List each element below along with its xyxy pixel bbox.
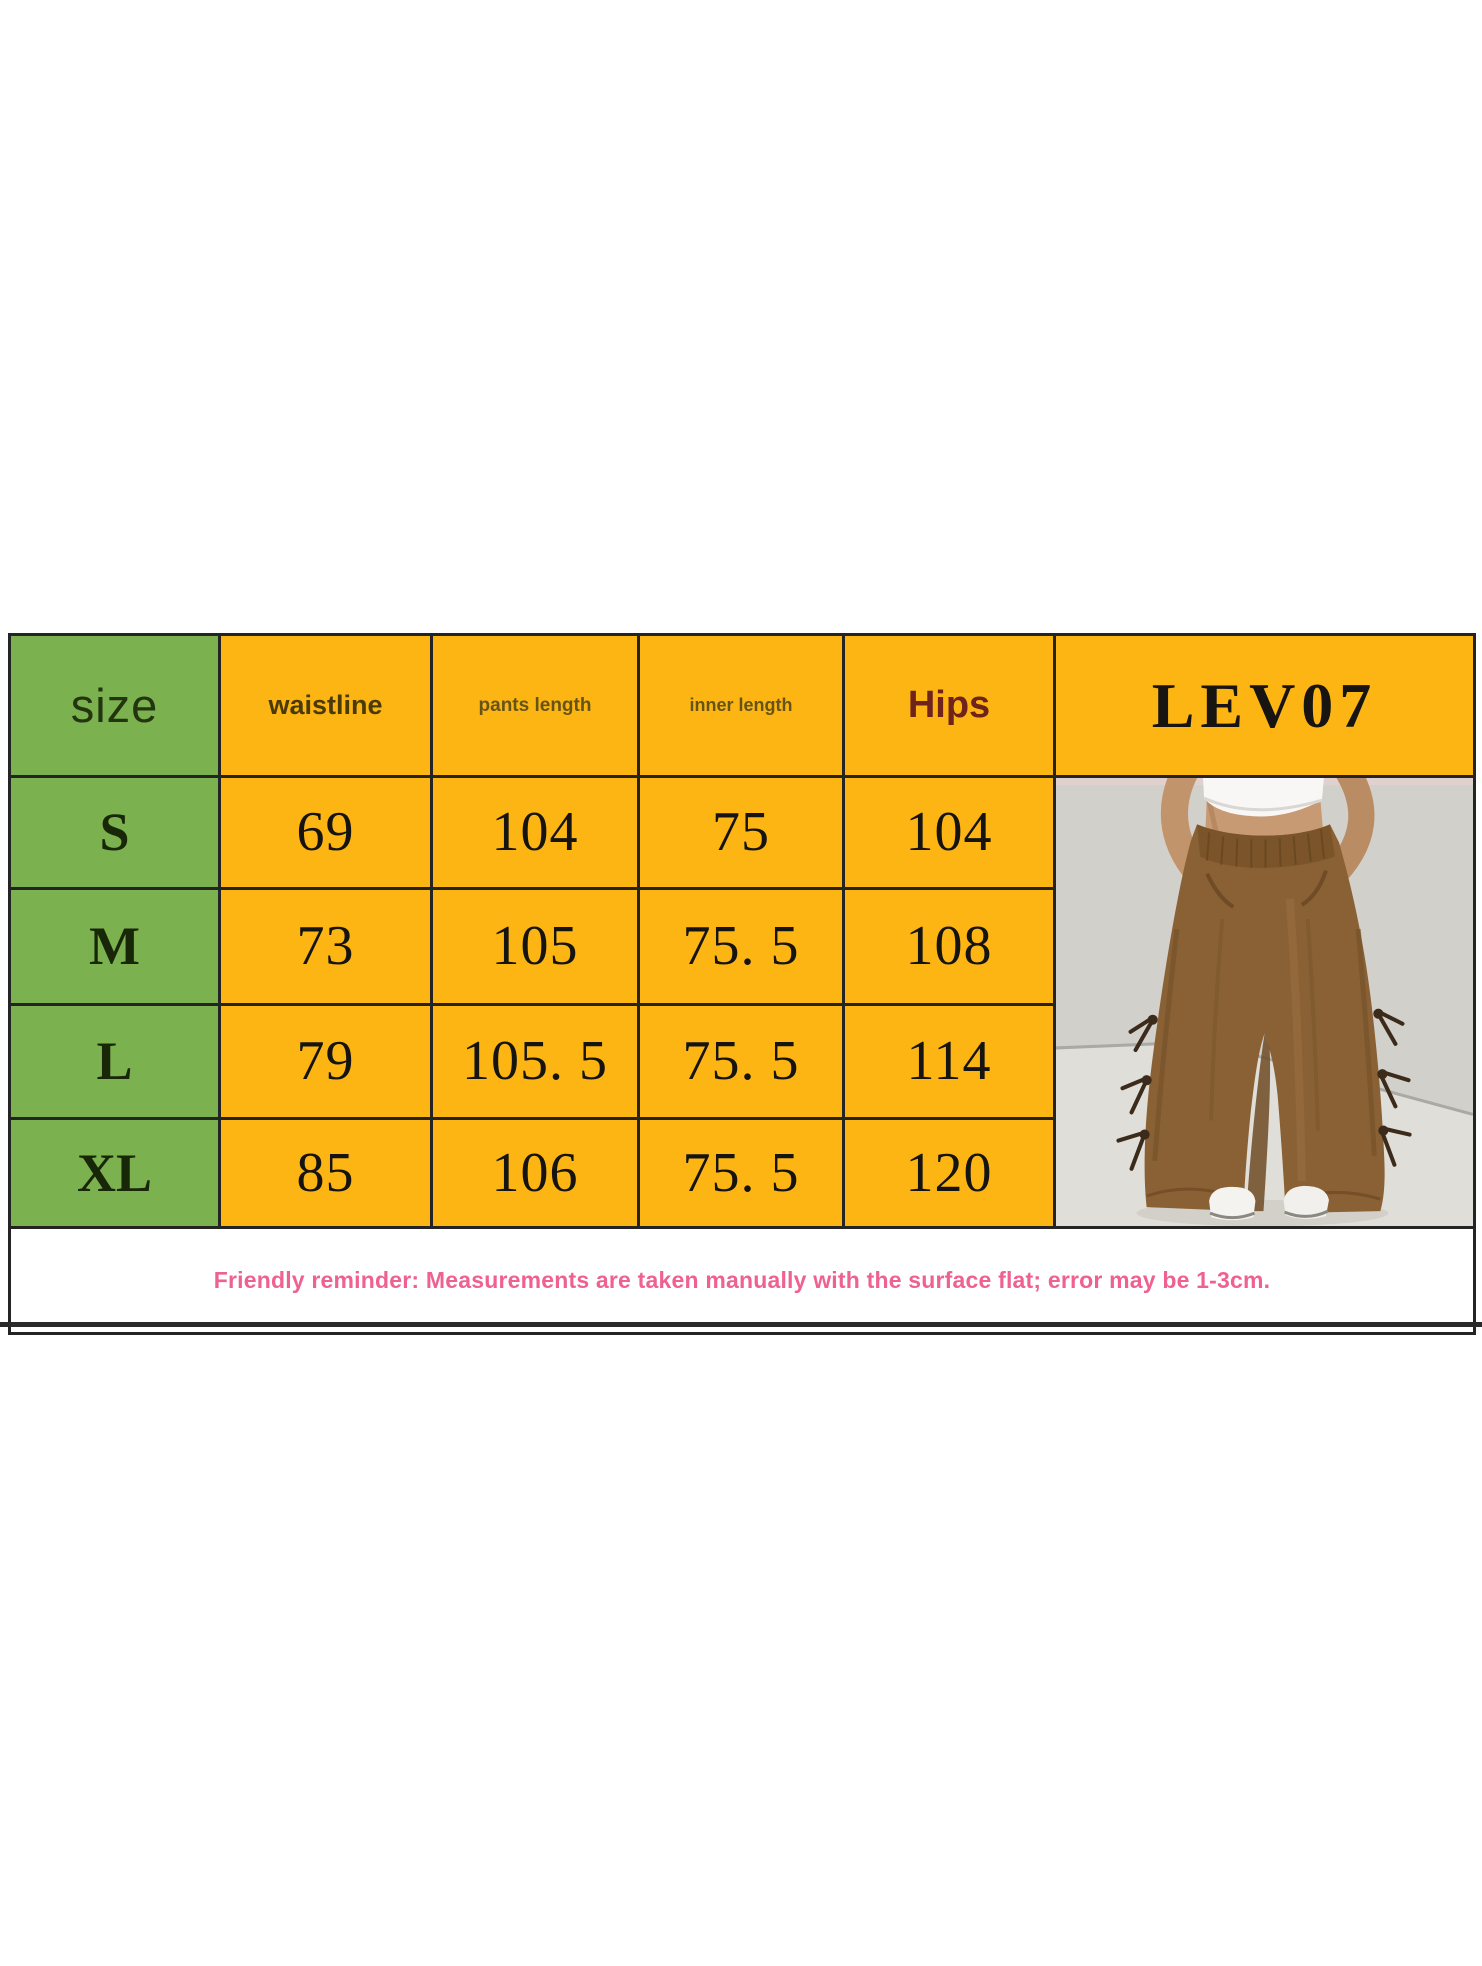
header-cell-waistline: waistline [218, 633, 433, 778]
cell-size-l: L [8, 1003, 221, 1120]
header-cell-size: size [8, 633, 221, 778]
table-row: S 69 104 75 104 [8, 774, 1476, 1230]
bottom-divider-line [0, 1322, 1482, 1327]
cell-m-hips: 108 [842, 886, 1056, 1007]
header-row: size waistline pants length inner length… [8, 633, 1476, 778]
table-row: L 79 105. 5 75. 5 114 [8, 1003, 1475, 1120]
cell-xl-inner-length: 75. 5 [637, 1116, 845, 1230]
cell-l-hips: 114 [842, 1003, 1056, 1120]
table-row: M 73 105 75. 5 108 [8, 886, 1475, 1007]
cell-l-waistline: 79 [218, 1003, 433, 1120]
cell-s-hips: 104 [842, 775, 1056, 890]
cell-l-pants-length: 105. 5 [430, 1003, 640, 1120]
size-chart-table: size waistline pants length inner length… [8, 633, 1476, 1336]
header-cell-pants-length: pants length [430, 633, 640, 778]
cell-m-inner-length: 75. 5 [637, 886, 845, 1007]
cell-l-inner-length: 75. 5 [637, 1003, 845, 1120]
cell-size-m: M [8, 886, 221, 1007]
cell-s-inner-length: 75 [637, 775, 845, 890]
header-cell-inner-length: inner length [637, 633, 845, 778]
cell-xl-pants-length: 106 [430, 1116, 640, 1230]
cell-xl-waistline: 85 [218, 1116, 433, 1230]
cell-m-waistline: 73 [218, 886, 433, 1007]
header-cell-product-code: LEV07 [1053, 633, 1476, 778]
reminder-row: Friendly reminder: Measurements are take… [8, 1226, 1476, 1336]
product-photo [1057, 779, 1472, 1225]
reminder-text: Friendly reminder: Measurements are take… [8, 1226, 1476, 1336]
cell-xl-hips: 120 [842, 1116, 1056, 1230]
cell-size-xl: XL [8, 1116, 221, 1230]
cell-m-pants-length: 105 [430, 886, 640, 1007]
cell-size-s: S [8, 775, 221, 890]
cell-s-waistline: 69 [218, 775, 433, 890]
table-row: XL 85 106 75. 5 120 [8, 1116, 1475, 1230]
header-cell-hips: Hips [842, 633, 1056, 778]
product-photo-cell [1053, 774, 1476, 1230]
cell-s-pants-length: 104 [430, 775, 640, 890]
